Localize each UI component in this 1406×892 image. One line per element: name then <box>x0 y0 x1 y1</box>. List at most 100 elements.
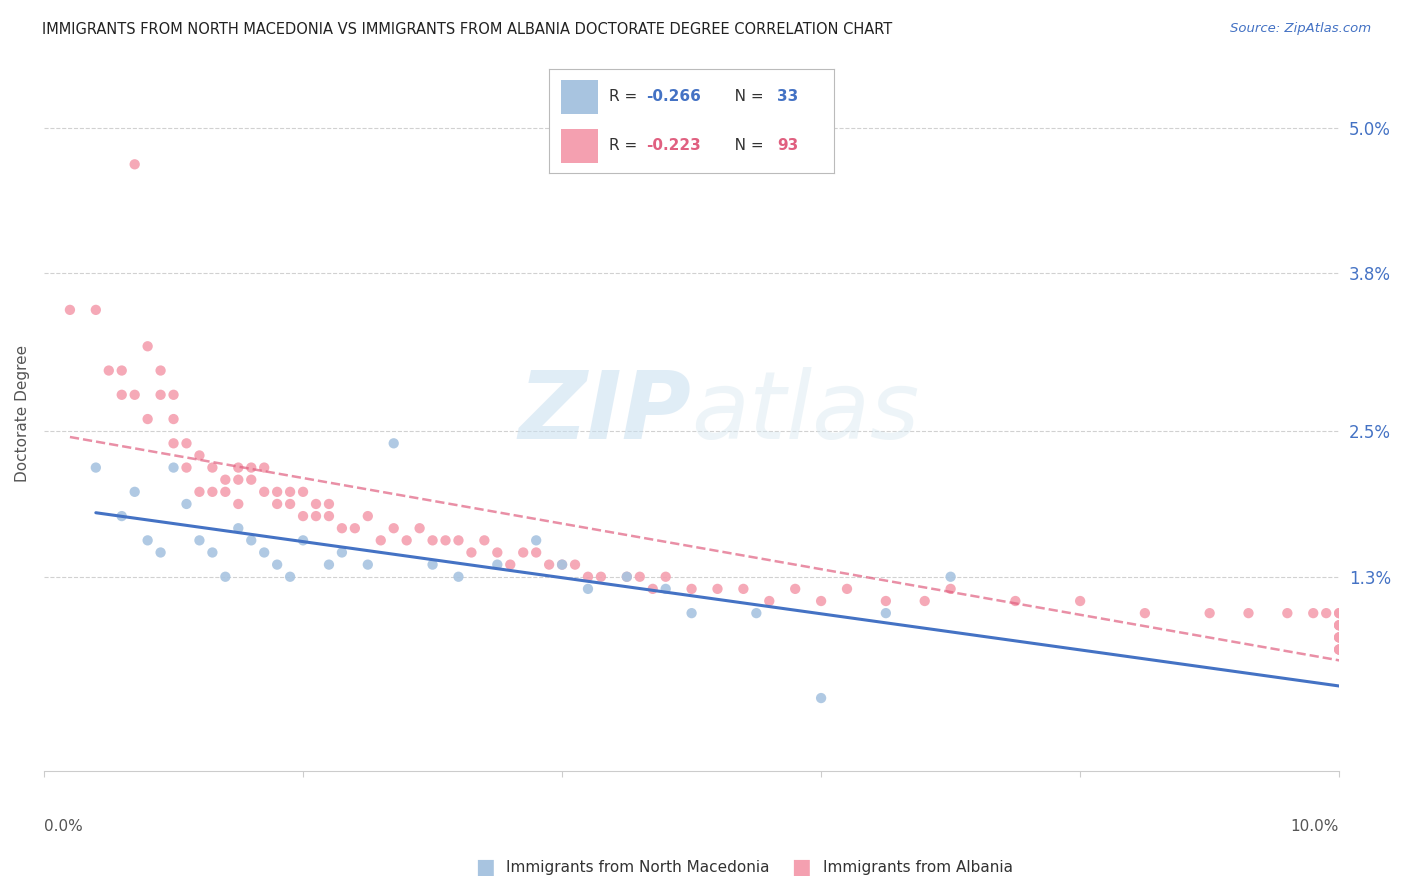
Point <box>1277 606 1299 620</box>
Point <box>1327 606 1350 620</box>
Point <box>318 497 340 511</box>
Text: Immigrants from Albania: Immigrants from Albania <box>823 860 1012 874</box>
Point <box>616 570 638 584</box>
Point <box>240 533 263 548</box>
Point <box>292 509 315 524</box>
Point <box>551 558 574 572</box>
Point <box>124 388 146 402</box>
Point <box>124 484 146 499</box>
Point <box>1327 618 1350 632</box>
Point <box>1327 631 1350 645</box>
Point <box>188 484 211 499</box>
Point <box>59 302 82 317</box>
Point <box>149 363 172 377</box>
Point <box>681 582 703 596</box>
Point <box>681 606 703 620</box>
Text: 0.0%: 0.0% <box>44 820 83 834</box>
Point <box>914 594 936 608</box>
Point <box>512 545 534 559</box>
Point <box>357 509 380 524</box>
Point <box>214 473 236 487</box>
Point <box>1327 631 1350 645</box>
Point <box>641 582 664 596</box>
Point <box>538 558 561 572</box>
Point <box>706 582 728 596</box>
Point <box>1302 606 1324 620</box>
Point <box>939 570 962 584</box>
Point <box>149 545 172 559</box>
Point <box>733 582 755 596</box>
Point <box>162 460 184 475</box>
Point <box>628 570 651 584</box>
Point <box>1069 594 1091 608</box>
Text: Immigrants from North Macedonia: Immigrants from North Macedonia <box>506 860 769 874</box>
Point <box>1327 642 1350 657</box>
Point <box>318 558 340 572</box>
Point <box>875 606 897 620</box>
Point <box>111 388 134 402</box>
Point <box>1315 606 1337 620</box>
Point <box>1327 631 1350 645</box>
Point <box>1237 606 1260 620</box>
Point <box>176 497 198 511</box>
Point <box>875 594 897 608</box>
Point <box>357 558 380 572</box>
Point <box>408 521 430 535</box>
Point <box>499 558 522 572</box>
Point <box>1327 642 1350 657</box>
Point <box>136 339 159 353</box>
Point <box>266 497 288 511</box>
Point <box>188 449 211 463</box>
Point <box>810 691 832 706</box>
Point <box>240 473 263 487</box>
Point <box>292 484 315 499</box>
Point <box>84 460 107 475</box>
Point <box>305 497 328 511</box>
Point <box>745 606 768 620</box>
Point <box>1004 594 1026 608</box>
Point <box>330 521 353 535</box>
Point <box>616 570 638 584</box>
Point <box>124 157 146 171</box>
Point <box>1133 606 1156 620</box>
Point <box>343 521 366 535</box>
Point <box>84 302 107 317</box>
Point <box>253 484 276 499</box>
Point <box>1198 606 1220 620</box>
Point <box>188 533 211 548</box>
Point <box>214 570 236 584</box>
Text: ZIP: ZIP <box>519 367 692 459</box>
Text: Source: ZipAtlas.com: Source: ZipAtlas.com <box>1230 22 1371 36</box>
Point <box>176 436 198 450</box>
Point <box>486 558 509 572</box>
Point <box>835 582 858 596</box>
Point <box>474 533 496 548</box>
Point <box>589 570 612 584</box>
Point <box>330 545 353 559</box>
Point <box>370 533 392 548</box>
Point <box>422 533 444 548</box>
Text: 10.0%: 10.0% <box>1291 820 1339 834</box>
Point <box>214 484 236 499</box>
Point <box>318 509 340 524</box>
Point <box>201 545 224 559</box>
Point <box>576 582 599 596</box>
Point <box>382 521 405 535</box>
Point <box>395 533 418 548</box>
Point <box>292 533 315 548</box>
Point <box>136 533 159 548</box>
Point <box>810 594 832 608</box>
Point <box>162 412 184 426</box>
Text: IMMIGRANTS FROM NORTH MACEDONIA VS IMMIGRANTS FROM ALBANIA DOCTORATE DEGREE CORR: IMMIGRANTS FROM NORTH MACEDONIA VS IMMIG… <box>42 22 893 37</box>
Point <box>226 521 249 535</box>
Point <box>524 545 547 559</box>
Point <box>226 473 249 487</box>
Point <box>460 545 482 559</box>
Point <box>111 363 134 377</box>
Point <box>551 558 574 572</box>
Point <box>654 582 676 596</box>
Point <box>278 570 301 584</box>
Point <box>240 460 263 475</box>
Point <box>758 594 780 608</box>
Point <box>162 436 184 450</box>
